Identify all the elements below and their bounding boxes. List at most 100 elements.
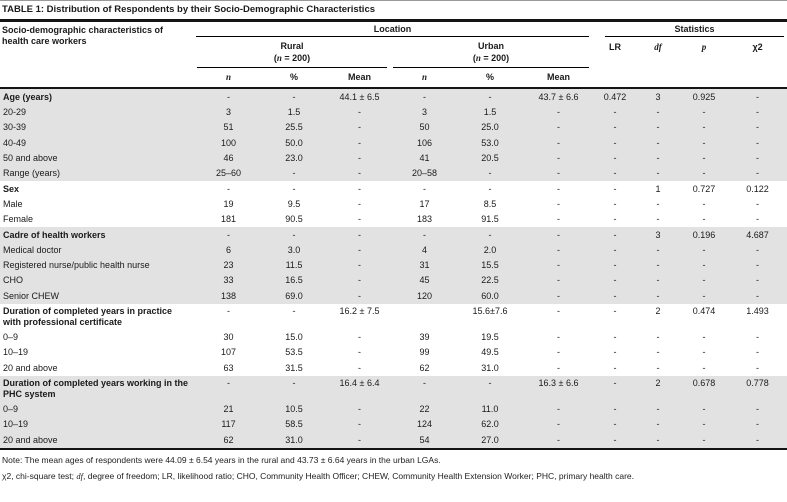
cell-value: - (613, 183, 617, 194)
row-label: 20-29 (0, 104, 196, 120)
cell-value: - (656, 198, 660, 209)
cell-value: - (358, 214, 361, 225)
cell-value: 43.7 ± 6.6 (523, 87, 595, 105)
cell-value: 20–58 (392, 165, 457, 182)
cell-value: - (523, 288, 595, 304)
cell-value: - (523, 150, 595, 166)
table-body: Age (years) - -44.1 ± 6.5- -43.7 ± 6.6 0.472… (0, 87, 787, 450)
cell-value: 53.5 (285, 347, 303, 358)
cell-value: 3 (196, 104, 261, 120)
cell-value: - (327, 272, 392, 289)
cell-value: - (358, 347, 361, 358)
cell-value: - (702, 198, 706, 209)
cell-value: 3.0 (261, 242, 327, 258)
row-label: Medical doctor (0, 242, 196, 258)
cell-value: - (594, 432, 637, 450)
cell-value: - (594, 135, 637, 151)
cell-value: - (488, 183, 492, 194)
cell-value: - (196, 227, 261, 243)
row-label: Senior CHEW (0, 288, 196, 304)
table-row: Duration of completed years in practice … (0, 304, 787, 330)
cell-value (392, 304, 457, 330)
cell-value: - (728, 135, 787, 151)
cell-value: 0.196 (680, 227, 729, 243)
cell-value: 1 (655, 183, 661, 194)
cell-value: - (728, 165, 787, 182)
cell-value: 120 (392, 288, 457, 304)
cell-value: - (636, 257, 681, 273)
table-row: 20 and above 63 31.5 - 62 31.0 - - - - - (0, 360, 787, 375)
table-row: Senior CHEW 138 69.0-120 60.0- - - - - (0, 288, 787, 304)
cell-value: - (392, 375, 457, 402)
cell-value: 0.778 (728, 375, 787, 402)
row-label: 10–19 (0, 416, 196, 433)
cell-value: - (756, 214, 760, 225)
cell-value: - (594, 257, 637, 273)
cell-value: 91.5 (481, 214, 499, 225)
cell-value: - (327, 432, 392, 450)
cell-value: 31.0 (481, 362, 499, 373)
urban-sample-size: (n = 200) (472, 52, 510, 63)
cell-value: - (327, 416, 392, 433)
cell-value: - (327, 135, 392, 151)
row-label: Age (years) (0, 87, 196, 105)
table-figure: TABLE 1: Distribution of Respondents by … (0, 0, 787, 482)
table-row: Male 19 9.5 - 17 8.5 - - - - - (0, 196, 787, 211)
cell-value: - (680, 288, 729, 304)
table-row: 30-39 51 25.5-50 25.0- - - - - (0, 119, 787, 136)
cell-value: 19.5 (481, 332, 499, 343)
cell-value: 31.5 (285, 362, 303, 373)
cell-value: - (613, 214, 617, 225)
cell-value: 8.5 (483, 198, 497, 209)
cell-value: - (636, 135, 681, 151)
cell-value: - (702, 332, 706, 343)
table-row: Sex - - - - - - - 1 0.727 0.122 (0, 181, 787, 196)
cell-value: - (680, 119, 729, 136)
cell-value: - (636, 104, 681, 120)
cell-value: - (196, 375, 261, 402)
cell-value: 62 (419, 362, 430, 373)
cell-value: 49.5 (481, 347, 499, 358)
cell-value: - (457, 165, 523, 182)
cell-value: 3 (636, 87, 681, 105)
cell-value: - (728, 272, 787, 289)
table-row: 10–19 117 58.5-124 62.0- - - - - (0, 416, 787, 433)
cell-value: - (594, 165, 637, 182)
cell-value: - (523, 165, 595, 182)
cell-value: - (523, 242, 595, 258)
cell-value: 21 (196, 401, 261, 417)
column-group-statistics: Statistics (594, 22, 787, 37)
cell-value: 107 (220, 347, 237, 358)
cell-value: - (702, 214, 706, 225)
column-header-df: df (654, 42, 662, 52)
column-header-urban-pct: % (485, 72, 494, 83)
row-label: Duration of completed years in practice … (3, 306, 173, 327)
cell-value: - (327, 242, 392, 258)
data-table: Socio-demographic characteristics of hea… (0, 22, 787, 450)
cell-value: 20.5 (457, 150, 523, 166)
cell-value: - (680, 432, 729, 450)
cell-value: 15.6±7.6 (472, 306, 508, 317)
cell-value: - (680, 416, 729, 433)
row-label: 0–9 (3, 332, 19, 343)
cell-value: - (457, 375, 523, 402)
cell-value: - (728, 119, 787, 136)
row-label: 40-49 (0, 135, 196, 151)
table-note: Note: The mean ages of respondents were … (2, 454, 441, 465)
cell-value: 25–60 (196, 165, 261, 182)
cell-value: 1.493 (746, 306, 769, 317)
cell-value: 9.5 (287, 198, 301, 209)
table-notes: Note: The mean ages of respondents were … (0, 450, 787, 482)
column-header-urban-n: n (421, 72, 427, 83)
cell-value: - (636, 119, 681, 136)
row-label: 10–19 (3, 347, 29, 358)
table-row: Duration of completed years working in t… (0, 375, 787, 402)
cell-value: - (557, 332, 561, 343)
cell-value: - (636, 242, 681, 258)
cell-value: - (392, 87, 457, 105)
cell-value: - (523, 432, 595, 450)
cell-value: - (557, 362, 561, 373)
cell-value: - (636, 165, 681, 182)
cell-value: - (227, 183, 230, 194)
cell-value: - (557, 214, 561, 225)
